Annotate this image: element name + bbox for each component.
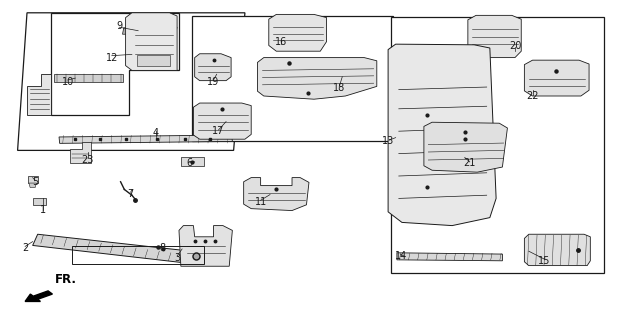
Polygon shape [70, 142, 91, 163]
Text: 8: 8 [159, 243, 165, 253]
Text: 22: 22 [526, 91, 539, 101]
Polygon shape [269, 14, 327, 51]
Polygon shape [59, 135, 232, 143]
Polygon shape [27, 74, 51, 115]
Text: 3: 3 [174, 252, 180, 263]
Text: 7: 7 [127, 188, 134, 199]
Text: 18: 18 [333, 83, 345, 93]
Polygon shape [244, 178, 309, 211]
Polygon shape [181, 157, 204, 166]
Polygon shape [388, 44, 496, 226]
Text: 15: 15 [538, 256, 551, 267]
Bar [192, 16, 392, 141]
Polygon shape [54, 74, 123, 82]
Text: 10: 10 [62, 76, 74, 87]
Polygon shape [18, 13, 245, 150]
Polygon shape [524, 60, 589, 96]
Polygon shape [179, 226, 232, 266]
Polygon shape [137, 55, 170, 66]
Polygon shape [28, 176, 38, 183]
Text: 5: 5 [32, 177, 38, 188]
Text: 9: 9 [116, 20, 122, 31]
Polygon shape [29, 183, 36, 188]
Text: 4: 4 [153, 128, 159, 138]
Polygon shape [193, 103, 251, 139]
Text: 1: 1 [40, 204, 46, 215]
Text: 16: 16 [275, 37, 288, 47]
Polygon shape [51, 13, 179, 115]
Polygon shape [122, 27, 177, 34]
Text: 19: 19 [207, 76, 220, 87]
Polygon shape [126, 13, 177, 70]
Bar [391, 17, 604, 273]
Polygon shape [468, 15, 521, 58]
Text: 11: 11 [254, 196, 267, 207]
Polygon shape [524, 234, 590, 266]
Text: 6: 6 [187, 158, 193, 168]
Text: 20: 20 [509, 41, 521, 52]
Bar [72, 246, 204, 264]
Polygon shape [33, 234, 200, 264]
Text: FR.: FR. [55, 273, 77, 286]
Text: 2: 2 [22, 243, 28, 253]
Polygon shape [195, 54, 231, 81]
Polygon shape [397, 253, 502, 261]
FancyArrow shape [25, 291, 52, 301]
Text: 13: 13 [382, 136, 394, 146]
Text: 23: 23 [82, 155, 94, 165]
Polygon shape [257, 58, 377, 99]
Text: 14: 14 [394, 251, 407, 261]
Polygon shape [424, 122, 507, 172]
Text: 12: 12 [106, 52, 118, 63]
Polygon shape [33, 198, 46, 205]
Text: 21: 21 [463, 158, 476, 168]
Text: 17: 17 [212, 126, 225, 136]
